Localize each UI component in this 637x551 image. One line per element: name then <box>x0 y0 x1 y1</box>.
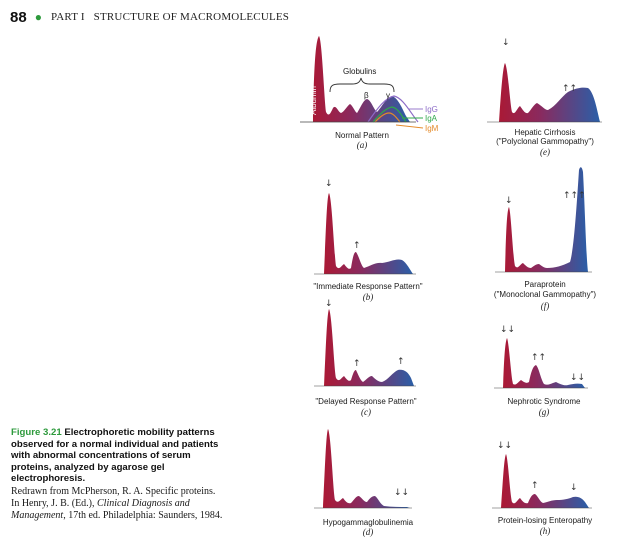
figure-number: Figure 3.21 <box>11 427 62 438</box>
panel-h-arrow-2: ↑ <box>531 481 539 491</box>
panel-e-curve <box>491 63 600 122</box>
panel-f-label: Paraprotein <box>524 280 565 289</box>
page-number: 88 <box>10 8 27 26</box>
caption-source-2: , 17th ed. Philadelphia: Saunders, 1984. <box>63 509 223 521</box>
panel-c-delayed: ↓ ↑ ↑ "Delayed Response Pattern" (c) <box>314 299 417 417</box>
albumin-label: Albumin <box>309 86 318 115</box>
panel-c-arrow-3: ↑ <box>397 357 405 367</box>
panel-c-sub: (c) <box>361 407 371 417</box>
panel-g-curve <box>498 338 585 388</box>
panel-h-arrow-3: ↓ <box>570 483 578 493</box>
panel-c-curve <box>318 309 414 386</box>
header-bullet-icon: ● <box>34 9 42 24</box>
panel-f-arrow-2: ↑↑↑ <box>563 191 586 201</box>
panel-e-label-2: ("Polyclonal Gammopathy") <box>496 137 594 146</box>
beta-label: β <box>364 91 369 100</box>
panel-h-sub: (h) <box>540 526 551 536</box>
panel-d-hypogamma: ↓↓ Hypogammaglobulinemia (d) <box>314 429 414 537</box>
panel-b-immediate: ↓ ↑ "Immediate Response Pattern" (b) <box>313 179 422 302</box>
panel-f-paraprotein: ↓ ↑↑↑ Paraprotein ("Monoclonal Gammopath… <box>494 167 597 311</box>
running-header: 88 ● PART I STRUCTURE OF MACROMOLECULES <box>10 7 289 27</box>
panel-a-curve <box>305 36 410 122</box>
panel-c-arrow-1: ↓ <box>325 299 333 309</box>
panel-a-label: Normal Pattern <box>335 131 389 140</box>
panel-g-arrow-3: ↓↓ <box>570 373 585 383</box>
panel-a-sub: (a) <box>357 140 368 150</box>
globulins-label: Globulins <box>343 67 376 76</box>
panel-d-curve <box>318 429 410 508</box>
panel-e-sub: (e) <box>540 147 550 157</box>
panel-f-arrow-1: ↓ <box>505 196 513 206</box>
panel-d-arrow-1: ↓↓ <box>394 488 409 498</box>
panel-e-arrow-2: ↑↑ <box>562 84 577 94</box>
panel-g-nephrotic: ↓↓ ↑↑ ↓↓ Nephrotic Syndrome (g) <box>494 325 588 417</box>
panel-e-arrow-1: ↓ <box>502 38 510 48</box>
panel-f-curve <box>498 167 588 272</box>
panel-f-label-2: ("Monoclonal Gammopathy") <box>494 290 597 299</box>
iga-label: IgA <box>425 114 438 123</box>
caption-source-1: Redrawn from McPherson, R. A. Specific p… <box>11 485 216 509</box>
figure-caption: Figure 3.21 Electrophoretic mobility pat… <box>11 427 226 522</box>
panel-b-arrow-2: ↑ <box>353 241 361 251</box>
caption-source-italic: Clinical Diagnosis and Management <box>11 497 190 521</box>
caption-source: Redrawn from McPherson, R. A. Specific p… <box>11 486 226 522</box>
panel-g-label: Nephrotic Syndrome <box>508 397 581 406</box>
running-head: PART I STRUCTURE OF MACROMOLECULES <box>50 11 290 23</box>
igg-label: IgG <box>425 105 438 114</box>
panel-e-cirrhosis: ↓ ↑↑ Hepatic Cirrhosis ("Polyclonal Gamm… <box>487 38 602 157</box>
panel-h-label: Protein-losing Enteropathy <box>498 516 592 525</box>
panel-c-arrow-2: ↑ <box>353 359 361 369</box>
caption-title: Electrophoretic mobility patterns observ… <box>11 427 219 485</box>
igg-curve <box>367 95 419 123</box>
panel-e-label: Hepatic Cirrhosis <box>515 128 576 137</box>
igm-label: IgM <box>425 124 439 133</box>
panel-b-curve <box>318 193 413 274</box>
panel-b-label: "Immediate Response Pattern" <box>313 282 422 291</box>
panel-h-arrow-1: ↓↓ <box>497 441 512 451</box>
gamma-label: γ <box>386 91 390 100</box>
igm-curve <box>374 112 401 123</box>
panel-b-arrow-1: ↓ <box>325 179 333 189</box>
panel-d-label: Hypogammaglobulinemia <box>323 518 414 527</box>
iga-curve <box>372 106 407 123</box>
panel-a-normal: Albumin Globulins β γ IgG IgA IgM Normal… <box>300 36 439 150</box>
panel-d-sub: (d) <box>363 527 374 537</box>
panel-f-sub: (f) <box>541 301 550 311</box>
panel-g-arrow-1: ↓↓ <box>500 325 515 335</box>
globulins-brace <box>329 77 395 93</box>
panel-h-enteropathy: ↓↓ ↑ ↓ Protein-losing Enteropathy (h) <box>492 441 592 536</box>
panel-g-sub: (g) <box>539 407 550 417</box>
panel-b-sub: (b) <box>363 292 374 302</box>
panel-h-curve <box>496 454 589 508</box>
panel-c-label: "Delayed Response Pattern" <box>315 397 416 406</box>
panel-g-arrow-2: ↑↑ <box>531 353 546 363</box>
